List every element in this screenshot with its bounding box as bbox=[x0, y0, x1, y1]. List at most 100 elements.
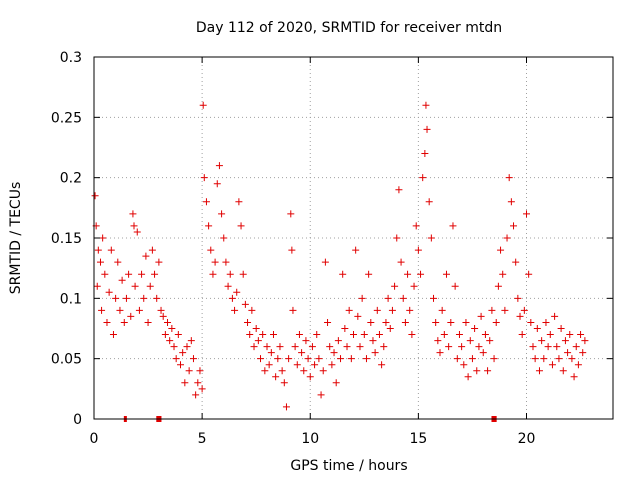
data-point bbox=[246, 331, 254, 339]
data-point bbox=[434, 337, 442, 345]
data-point bbox=[455, 331, 463, 339]
y-tick-label: 0.1 bbox=[60, 291, 82, 307]
data-point bbox=[574, 361, 582, 369]
data-point bbox=[265, 361, 273, 369]
data-point bbox=[285, 355, 293, 363]
data-point bbox=[345, 306, 353, 314]
data-point bbox=[120, 318, 128, 326]
data-point bbox=[393, 234, 401, 242]
data-point bbox=[257, 355, 265, 363]
x-tick-label: 0 bbox=[90, 431, 99, 447]
data-point bbox=[142, 252, 150, 260]
data-point bbox=[514, 294, 522, 302]
data-point bbox=[568, 355, 576, 363]
data-point bbox=[267, 349, 275, 357]
data-point bbox=[538, 337, 546, 345]
data-point bbox=[354, 312, 362, 320]
data-point bbox=[287, 210, 295, 218]
data-point bbox=[166, 337, 174, 345]
data-point bbox=[425, 198, 433, 206]
data-point bbox=[380, 343, 388, 351]
data-point bbox=[423, 125, 431, 133]
data-point bbox=[324, 318, 332, 326]
data-point bbox=[386, 325, 394, 332]
data-point bbox=[114, 258, 122, 266]
data-point bbox=[460, 361, 468, 369]
data-point bbox=[93, 282, 101, 290]
data-point bbox=[408, 331, 416, 339]
data-point bbox=[401, 318, 409, 326]
data-point bbox=[311, 361, 319, 369]
data-point bbox=[367, 318, 375, 326]
data-point bbox=[365, 270, 373, 278]
data-point bbox=[250, 343, 258, 351]
data-point bbox=[315, 355, 323, 363]
data-point bbox=[319, 367, 327, 375]
data-point bbox=[291, 343, 299, 351]
data-point bbox=[276, 343, 284, 351]
data-point bbox=[358, 294, 366, 302]
data-point bbox=[490, 355, 498, 363]
data-point bbox=[462, 318, 470, 326]
data-point bbox=[177, 361, 184, 369]
data-point bbox=[505, 174, 513, 182]
data-point bbox=[317, 391, 325, 399]
data-point bbox=[501, 306, 509, 314]
data-point bbox=[373, 306, 381, 314]
data-point bbox=[406, 306, 414, 314]
data-point bbox=[148, 246, 156, 254]
y-tick-label: 0.05 bbox=[51, 352, 82, 368]
data-point bbox=[371, 349, 379, 357]
data-point bbox=[153, 294, 161, 302]
data-point bbox=[546, 331, 554, 339]
data-point bbox=[263, 343, 271, 351]
data-point bbox=[254, 337, 262, 345]
data-point bbox=[419, 174, 427, 182]
data-point bbox=[199, 101, 207, 109]
data-point bbox=[412, 222, 420, 230]
data-point bbox=[391, 282, 399, 290]
data-point bbox=[494, 282, 502, 290]
data-point bbox=[510, 222, 518, 230]
data-point bbox=[523, 210, 530, 218]
data-point bbox=[555, 355, 563, 363]
data-point bbox=[512, 258, 520, 266]
data-point bbox=[557, 325, 565, 332]
data-point bbox=[272, 373, 280, 381]
data-point bbox=[131, 282, 139, 290]
data-point bbox=[572, 343, 580, 351]
data-point bbox=[449, 222, 457, 230]
data-point bbox=[384, 294, 392, 302]
data-point bbox=[233, 288, 241, 296]
data-point bbox=[527, 318, 535, 326]
data-point bbox=[564, 349, 572, 357]
data-point bbox=[222, 258, 230, 266]
data-point bbox=[481, 331, 489, 339]
data-point bbox=[135, 306, 143, 314]
data-point bbox=[159, 312, 167, 320]
data-point bbox=[529, 343, 537, 351]
data-point bbox=[118, 276, 126, 284]
data-point bbox=[559, 367, 567, 375]
data-point bbox=[497, 246, 505, 254]
data-point bbox=[278, 367, 286, 375]
data-point bbox=[96, 258, 104, 266]
data-point bbox=[553, 343, 561, 351]
data-point bbox=[516, 312, 524, 320]
data-point bbox=[241, 300, 249, 308]
data-point bbox=[157, 306, 165, 314]
data-point bbox=[252, 325, 260, 332]
data-point bbox=[224, 282, 232, 290]
data-point bbox=[146, 282, 154, 290]
data-point bbox=[202, 198, 210, 206]
data-point bbox=[207, 246, 215, 254]
y-tick-label: 0.3 bbox=[60, 50, 82, 66]
data-point bbox=[388, 306, 396, 314]
data-point bbox=[187, 337, 195, 345]
data-points bbox=[91, 101, 589, 411]
data-point bbox=[280, 379, 288, 387]
data-point bbox=[179, 349, 187, 357]
data-point bbox=[215, 162, 223, 170]
data-point bbox=[103, 318, 111, 326]
data-point bbox=[477, 312, 485, 320]
